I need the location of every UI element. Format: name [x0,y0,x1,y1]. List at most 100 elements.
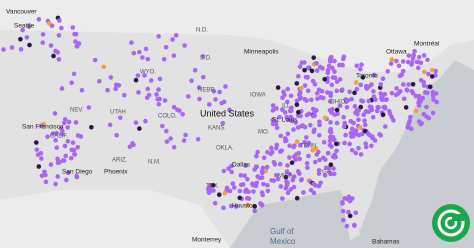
station-dot [398,88,403,94]
station-dot [206,102,212,107]
station-dot [50,131,56,137]
station-dot [238,182,244,188]
station-dot [312,127,317,132]
station-dot [274,125,280,131]
station-dot [227,188,233,194]
station-dot [399,72,404,78]
station-dot [140,55,145,60]
station-dot [347,89,352,95]
station-dot [162,98,168,103]
station-dot [331,166,336,171]
station-dot [434,99,439,105]
station-dot [278,133,284,139]
station-dot [145,56,151,62]
station-dot [291,127,296,132]
station-dot [299,85,304,91]
station-dot [312,109,317,114]
station-dot [315,91,320,96]
station-dot [48,162,54,167]
station-dot [378,81,384,87]
station-dot [322,173,328,178]
station-dot [71,71,77,77]
station-dot [332,58,337,64]
station-dot [285,86,291,92]
station-dot [400,68,406,74]
station-dot [285,190,291,196]
city-label: Minneapolis [244,49,279,56]
station-dot [313,183,318,188]
station-dot [268,151,274,157]
station-dot [73,120,79,125]
station-dot [287,171,292,177]
station-dot [173,33,179,38]
station-dot [9,45,15,50]
station-dot [129,40,134,45]
station-dot [271,160,277,165]
station-dot [261,155,267,161]
station-dot [65,125,70,130]
station-dot [378,133,383,138]
station-dot [342,140,347,146]
station-dot [318,180,323,186]
station-dot [291,154,297,160]
station-dot [105,87,110,93]
station-dot [341,124,347,129]
station-dot [245,202,251,208]
station-dot [283,185,289,191]
station-dot [157,76,163,82]
station-dot [212,200,218,206]
state-label: MO. [258,130,270,136]
city-label: Dallas [232,162,251,169]
station-dot [306,140,312,146]
station-dot [156,87,161,92]
station-dot [405,125,411,130]
station-dot [418,77,424,83]
station-dot [133,77,139,83]
station-dot [135,73,141,78]
station-dot [352,104,358,109]
station-dot [108,75,114,80]
station-dot [427,84,433,90]
station-dot [298,95,303,100]
station-dot [164,139,170,144]
station-dot [416,54,422,60]
station-dot [168,136,173,141]
station-dot [374,108,380,114]
station-dot [313,146,319,152]
station-dot [39,156,44,161]
station-dot [377,85,383,90]
station-dot [68,155,74,161]
station-dot [371,72,377,78]
city-label: Monterrey [192,237,222,244]
station-dot [61,120,67,126]
station-dot [416,100,421,105]
state-label: CALIF. [50,134,68,140]
station-dot [293,120,299,125]
station-dot [339,87,345,92]
station-dot [352,128,357,134]
station-dot [154,92,159,97]
station-dot [265,182,270,188]
station-dot [46,20,52,26]
station-dot [430,67,435,73]
station-dot [274,106,279,111]
station-dot [144,95,150,100]
station-dot [75,144,81,150]
station-dot [333,141,339,147]
station-dot [274,142,280,148]
station-dot [405,59,411,65]
station-dot [406,53,412,58]
station-dot [304,112,310,118]
station-dot [221,99,227,105]
station-dot [341,54,347,60]
station-dot [289,160,295,165]
station-dot [314,68,320,73]
station-dot [380,76,386,82]
station-dot [160,123,165,129]
station-dot [137,49,142,55]
city-label: San Diego [62,169,93,176]
state-label: NEV. [70,108,84,114]
station-dot [56,57,62,62]
station-dot [334,107,340,113]
station-dot [389,114,395,120]
